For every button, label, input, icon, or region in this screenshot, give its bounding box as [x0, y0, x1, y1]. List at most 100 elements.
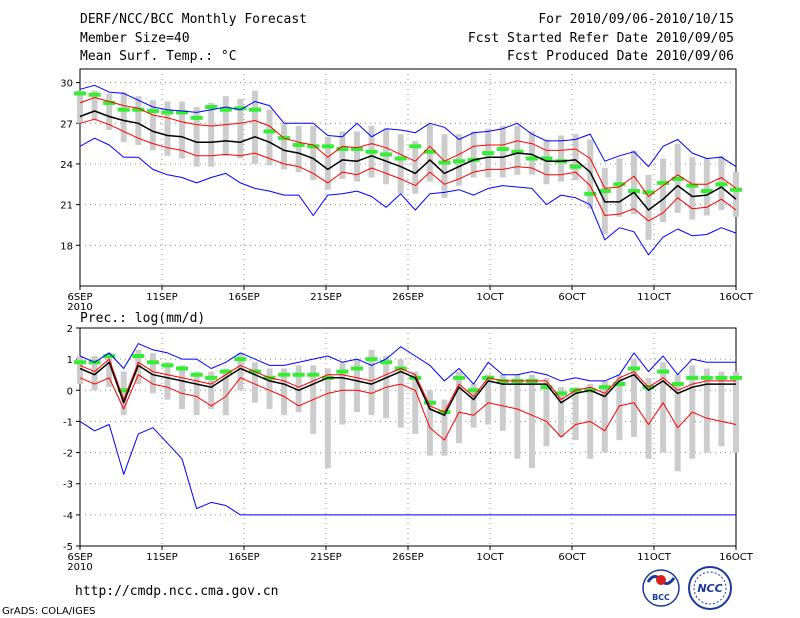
temp-upper-std-line [79, 97, 737, 197]
temp-range-bar [499, 125, 506, 178]
variable-label: Mean Surf. Temp.: °C [80, 49, 237, 64]
precip-climatology-marker [730, 375, 742, 380]
precip-range-bar [266, 368, 273, 409]
temp-climatology-marker [686, 183, 699, 188]
precip-climatology-marker [555, 391, 568, 396]
precip-climatology-marker [423, 400, 436, 405]
temp-climatology-marker [248, 107, 261, 112]
grads-credit: GrADS: COLA/IGES [2, 606, 96, 617]
temp-range-bar [91, 90, 98, 121]
temp-climatology-marker [511, 149, 524, 154]
temp-climatology-marker [117, 107, 130, 112]
temp-climatology-marker [219, 107, 232, 112]
precip-climatology-marker [307, 372, 320, 377]
precip-range-bar [237, 352, 244, 391]
precip-x-tick-label: 11OCT [637, 552, 672, 563]
precip-range-bar [499, 374, 506, 431]
precip-range-bar [441, 399, 448, 456]
temp-range-bar [572, 134, 579, 181]
precip-range-bar [295, 365, 302, 413]
precip-mean-line [79, 361, 736, 416]
temp-climatology-marker [234, 106, 247, 111]
chart-title: DERF/NCC/BCC Monthly Forecast [80, 12, 307, 27]
temp-range-bar [193, 106, 200, 167]
ncc-logo-inner-ring [693, 571, 727, 605]
precip-x-tick-label: 1OCT [476, 552, 504, 563]
temp-range-bar [251, 90, 258, 164]
precip-climatology-marker [365, 357, 378, 362]
bcc-logo-dot [656, 575, 666, 585]
temp-range-bar [470, 131, 477, 178]
precip-climatology-marker [350, 366, 363, 371]
temp-min-line [79, 137, 737, 256]
temp-range-bar [149, 100, 156, 151]
temp-y-tick-label: 27 [60, 119, 73, 130]
temp-climatology-marker [453, 159, 466, 164]
temp-climatology-marker [88, 92, 101, 97]
precip-climatology-marker [190, 372, 203, 377]
precip-climatology-marker [467, 388, 480, 393]
precip-range-bar [514, 374, 521, 459]
precip-range-bar [120, 371, 127, 416]
precip-max-line [79, 343, 736, 385]
temp-range-bar [630, 150, 637, 215]
precip-range-bar [77, 356, 83, 385]
precip-y-tick-label: -3 [63, 480, 73, 491]
temp-range-bar [266, 109, 273, 166]
temp-range-bar [208, 102, 215, 167]
precip-range-bar [179, 365, 186, 409]
fcst-started-date: Fcst Started Refer Date 2010/09/05 [467, 31, 734, 46]
temp-climatology-marker [103, 100, 116, 105]
precip-range-bar [251, 362, 258, 403]
precip-min-line [79, 420, 736, 516]
temp-x-tick-label: 11SEP [146, 292, 177, 303]
temp-range-bar [77, 90, 83, 124]
precip-climatology-marker [700, 375, 713, 380]
temp-x-tick-label: 21SEP [310, 292, 341, 303]
precip-range-bar [485, 374, 492, 425]
precip-climatology-marker [234, 357, 247, 362]
precip-climatology-marker [74, 360, 86, 365]
temp-climatology-marker [409, 144, 422, 149]
temp-climatology-marker [336, 147, 349, 152]
temp-range-bar [237, 98, 244, 159]
precip-range-bar [630, 359, 637, 437]
precip-range-bar [339, 362, 346, 425]
temp-climatology-marker [263, 129, 276, 134]
precip-climatology-marker [278, 372, 291, 377]
precip-climatology-marker [103, 354, 116, 359]
precip-x-tick-label: 6SEP [67, 552, 92, 563]
precip-range-bar [645, 377, 652, 459]
temp-range-bar [179, 101, 186, 159]
precip-range-bar [660, 362, 667, 453]
temp-climatology-marker [642, 190, 655, 195]
precip-range-bar [193, 371, 200, 416]
temp-lower-std-line [79, 118, 737, 222]
bcc-logo: BCC [642, 569, 680, 607]
temp-range-bar [222, 96, 229, 156]
precip-climatology-marker [380, 360, 393, 365]
precip-climatology-marker [598, 385, 611, 390]
temp-max-line [79, 84, 737, 168]
temp-range-bar [660, 158, 667, 223]
precip-climatology-marker [686, 375, 699, 380]
temp-climatology-marker [394, 156, 407, 161]
temp-range-bar [310, 125, 317, 181]
temp-climatology-marker [74, 91, 86, 96]
temp-frame [79, 68, 737, 287]
temp-climatology-marker [146, 109, 159, 114]
precip-range-bar [733, 371, 739, 453]
temp-range-bar [281, 123, 288, 170]
precip-range-bar [718, 371, 725, 447]
precip-climatology-marker [146, 360, 159, 365]
precip-range-bar [353, 359, 360, 413]
precip-x-tick-label: 16SEP [228, 552, 259, 563]
precip-range-bar [703, 368, 710, 453]
precip-lower-std-line [79, 374, 737, 441]
temp-range-bar [295, 125, 302, 173]
temp-climatology-marker [627, 189, 640, 194]
temp-climatology-marker [613, 182, 626, 187]
temp-climatology-marker [321, 144, 334, 149]
temp-range-bar [106, 93, 113, 131]
